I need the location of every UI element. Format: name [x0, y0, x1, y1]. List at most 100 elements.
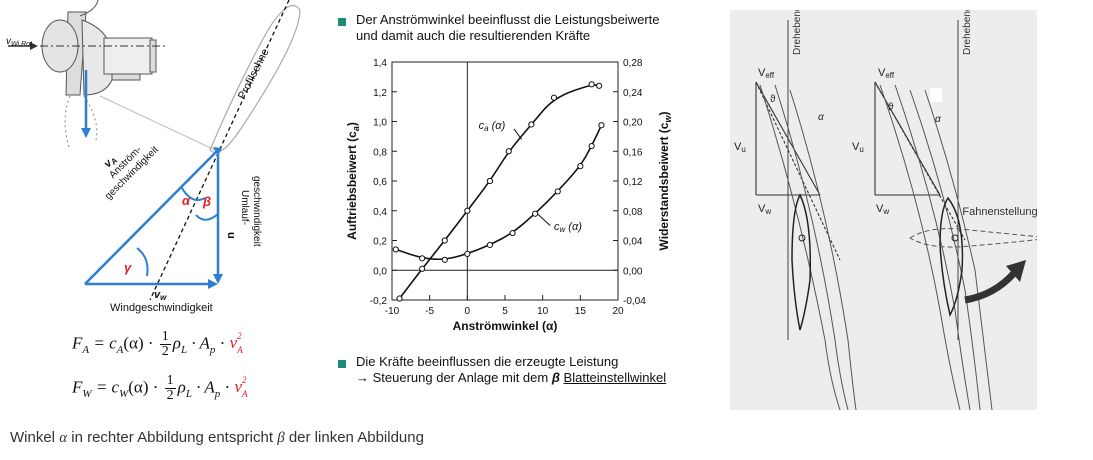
y-right-tick-label: 0,08	[623, 207, 643, 218]
bullet-2-text: Die Kräfte beeinflussen die erzeugte Lei…	[356, 354, 667, 385]
blatteinstellwinkel-link[interactable]: Blatteinstellwinkel	[563, 370, 667, 385]
veff-label-2: Veff	[878, 67, 895, 80]
cw-point	[577, 163, 584, 170]
cw-point	[588, 142, 595, 150]
y-left-tick-label: 0,6	[373, 177, 387, 188]
theta-label-1: ϑ	[770, 94, 776, 105]
umlauf-label-1: Umlauf-	[239, 190, 250, 225]
v-wirot-label: vWi,Rot	[6, 36, 33, 48]
y-left-tick-label: 1,2	[373, 88, 387, 99]
lift-drag-coefficient-chart: -10 -5 0 5 10 15 20 -0,2 0,0 0,2 0,4 0,6 0,8 1,0 1,2 1,…	[345, 58, 673, 333]
theta-label-2: ϑ	[888, 102, 894, 113]
y-axis-left-label: Auftriebsbeiwert (ca)	[345, 122, 361, 240]
cw-point	[441, 256, 448, 263]
ca-point	[419, 265, 426, 272]
ca-point	[588, 81, 595, 88]
y-left-tick-label: 0,8	[373, 147, 387, 158]
fahnenstellung-label: Fahnenstellung	[962, 206, 1037, 218]
bullet-1-marker	[338, 18, 346, 26]
cw-point	[419, 255, 426, 262]
ca-point	[505, 148, 512, 155]
cw-series-label: cw (α)	[554, 221, 582, 234]
profilsehne-label: Profilsehne	[236, 47, 272, 101]
y-axis-right-label: Widerstandsbeiwert (cw)	[657, 112, 673, 251]
ca-point	[396, 295, 403, 302]
y-right-tick-label: 0,20	[623, 118, 643, 129]
rotation-arrow-head	[1006, 260, 1026, 282]
velocity-triangle-diagram: vWi,Rot Profilsehne α β γ vA Anström- ge…	[6, 0, 301, 314]
cw-point	[464, 250, 471, 257]
bullet-2-marker	[338, 360, 346, 368]
vw-label-1: Vw	[758, 203, 771, 216]
vu-label-1: Vu	[734, 141, 746, 154]
umlauf-label-2: geschwindigkeit	[251, 176, 262, 247]
ca-line	[398, 84, 600, 299]
cw-leader-line	[537, 213, 551, 226]
vu-label-2: Vu	[852, 141, 864, 154]
alpha-arc	[181, 187, 206, 201]
u-label: u	[225, 232, 237, 239]
x-tick-label: -10	[385, 306, 400, 317]
airfoil-profile	[209, 5, 301, 154]
y-right-tick-label: 0,12	[623, 177, 643, 188]
x-tick-label: 15	[575, 306, 587, 317]
zoom-guide-line	[99, 95, 216, 151]
gamma-arc	[136, 247, 149, 277]
y-left-tick-label: -0,2	[370, 296, 388, 307]
u-arrowhead	[213, 274, 223, 284]
profile-chord-line	[149, 0, 290, 301]
cw-point	[598, 122, 605, 129]
vw-label-2: Vw	[876, 203, 889, 216]
vw-label: vw	[154, 289, 167, 302]
y-right-tick-label: -0,04	[623, 296, 646, 307]
cw-point	[509, 229, 516, 237]
profile-1-pivot	[798, 234, 806, 242]
y-right-tick-label: 0,28	[623, 58, 643, 69]
ca-point	[596, 82, 603, 89]
y-right-tick-label: 0,00	[623, 266, 643, 277]
drehebene-label-2: Drehebene	[962, 10, 973, 55]
x-tick-label: 0	[465, 306, 471, 317]
y-left-tick-label: 1,4	[373, 58, 387, 69]
windgeschwindigkeit-label: Windgeschwindigkeit	[110, 302, 213, 314]
drehebene-label-1: Drehebene	[792, 10, 803, 55]
chart-grid	[392, 62, 618, 300]
x-tick-label: -5	[425, 306, 434, 317]
ca-series-label: ca (α)	[479, 120, 506, 133]
ca-point	[441, 237, 448, 244]
x-axis-label: Anströmwinkel (α)	[453, 319, 558, 333]
chart-series	[392, 81, 605, 302]
cw-point	[486, 241, 494, 249]
beta-label: β	[202, 194, 211, 209]
chart-axes: -10 -5 0 5 10 15 20 -0,2 0,0 0,2 0,4 0,6 0,8 1,0 1,2 1,…	[370, 58, 646, 317]
blade-angle-sketch: Drehebene Drehebene Veff Veff Vu Vu Vw V…	[730, 10, 1037, 410]
ca-point	[486, 177, 494, 185]
rotor-hub-sketch	[41, 0, 157, 151]
cw-point	[532, 210, 539, 217]
alpha-label-2: α	[935, 114, 941, 125]
ca-point	[528, 121, 535, 128]
sketch-triangle-1	[755, 81, 841, 261]
profile-2-pivot	[951, 234, 959, 242]
veff-label-1: Veff	[758, 67, 775, 80]
gamma-label: γ	[124, 260, 132, 275]
profile-2-outline	[939, 196, 964, 318]
y-right-tick-label: 0,16	[623, 147, 643, 158]
y-right-tick-label: 0,04	[623, 237, 643, 248]
x-tick-label: 10	[537, 306, 549, 317]
ca-point	[550, 94, 558, 101]
y-right-tick-label: 0,24	[623, 88, 643, 99]
velocity-triangle	[84, 149, 220, 286]
ca-point	[464, 207, 471, 214]
figure-caption: Winkel α in rechter Abbildung entspricht…	[10, 429, 424, 446]
beta-arc	[195, 213, 219, 221]
mark-rect	[930, 88, 942, 102]
y-left-tick-label: 1,0	[373, 118, 387, 129]
alpha-label-1: α	[818, 112, 824, 123]
y-left-tick-label: 0,4	[373, 207, 387, 218]
y-left-tick-label: 0,2	[373, 237, 387, 248]
bullet-1-text: Der Anströmwinkel beeinflusst die Leistu…	[356, 12, 660, 43]
vw-arrowhead	[208, 279, 218, 289]
